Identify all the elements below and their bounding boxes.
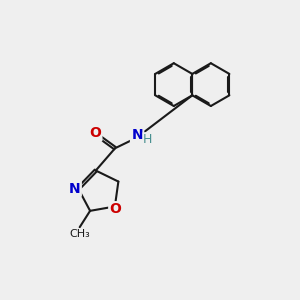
Text: O: O: [89, 126, 101, 140]
Text: CH₃: CH₃: [69, 229, 90, 239]
Text: H: H: [143, 133, 152, 146]
Text: O: O: [110, 202, 122, 216]
Text: N: N: [69, 182, 80, 196]
Text: N: N: [131, 128, 143, 142]
